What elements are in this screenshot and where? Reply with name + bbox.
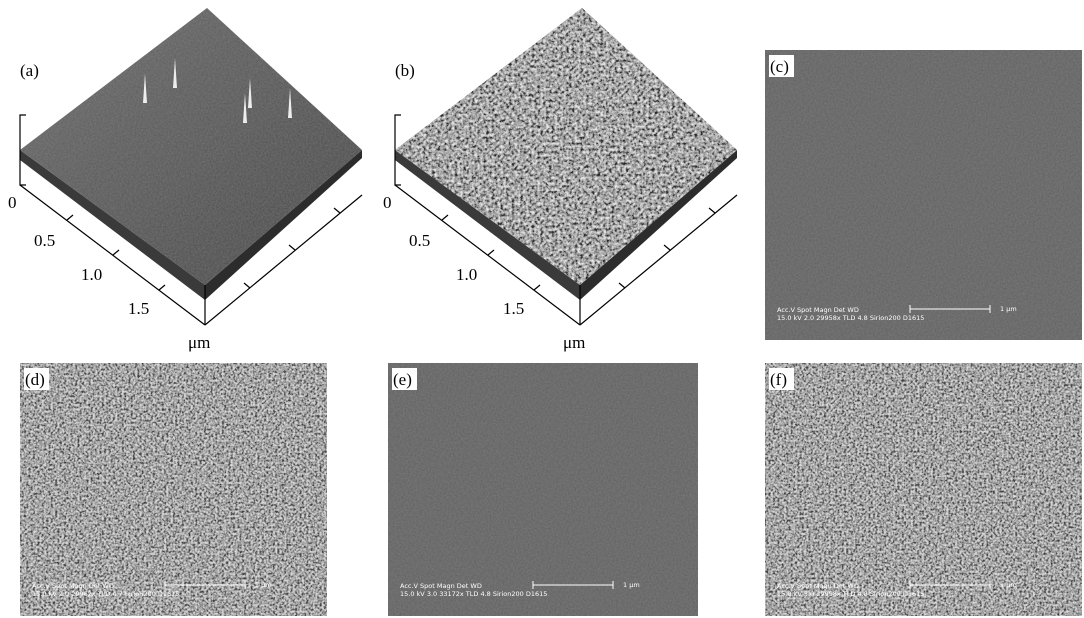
tick-line [488,250,494,255]
x-tick-label: 1.5 [503,299,524,318]
tick-line [159,285,165,290]
sem-image [20,363,327,616]
z-tick-label: 0 [383,193,392,212]
panel-label: (a) [20,61,39,80]
sem-image [765,363,1082,616]
scale-label: 1 μm [1000,305,1017,313]
sem-image [388,363,698,616]
tick-line [664,245,670,250]
z-tick-label: 0 [8,193,17,212]
panel-label: (f) [770,370,787,389]
tick-line [113,250,119,255]
scale-label: 1 μm [623,581,640,589]
panel-label: (b) [395,61,415,80]
tick-line [244,283,250,288]
info-values: 15.0 kV 2.0 29958x TLD 4.8 Sirion200 D16… [777,314,924,322]
info-values: 15.0 kV 3.0 29958x TLD 4.8 Sirion200 D16… [777,590,924,598]
afm-surface [395,8,737,285]
info-columns: Acc.V Spot Magn Det WD [32,582,114,590]
x-tick-label: 1.0 [81,265,102,284]
tick-line [709,208,715,213]
tick-line [534,285,540,290]
info-columns: Acc.V Spot Magn Det WD [400,582,482,590]
tick-line [67,215,73,220]
x-tick-label: 0.5 [409,231,430,250]
afm-surface [20,8,362,285]
tick-line [619,283,625,288]
tick-line [334,208,340,213]
unit-label: μm [563,333,585,352]
sem-image [765,50,1082,340]
figure: (a) 0 0.5 1.0 1.5 μm (b) 0 0.5 1.0 1.5 μm (c) Acc.V S… [0,0,1084,618]
info-values: 15.0 kV 3.0 33172x TLD 4.8 Sirion200 D16… [400,590,547,598]
afm-panel: (a) 0 0.5 1.0 1.5 μm [8,8,362,352]
info-columns: Acc.V Spot Magn Det WD [777,306,859,314]
x-tick-label: 1.0 [456,265,477,284]
info-columns: Acc.V Spot Magn Det WD [777,582,859,590]
tick-line [289,245,295,250]
scale-label: 1 μm [255,581,272,589]
tick-line [442,215,448,220]
scale-label: 1 μm [1000,581,1017,589]
panel-label: (d) [25,370,45,389]
info-values: 15.0 kV 2.0 29962x TLD 4.7 Sirion200 D16… [32,590,179,598]
panel-label: (e) [393,370,412,389]
afm-panel: (b) 0 0.5 1.0 1.5 μm [383,8,737,352]
panel-label: (c) [770,57,789,76]
x-tick-label: 1.5 [128,299,149,318]
x-tick-label: 0.5 [34,231,55,250]
unit-label: μm [188,333,210,352]
